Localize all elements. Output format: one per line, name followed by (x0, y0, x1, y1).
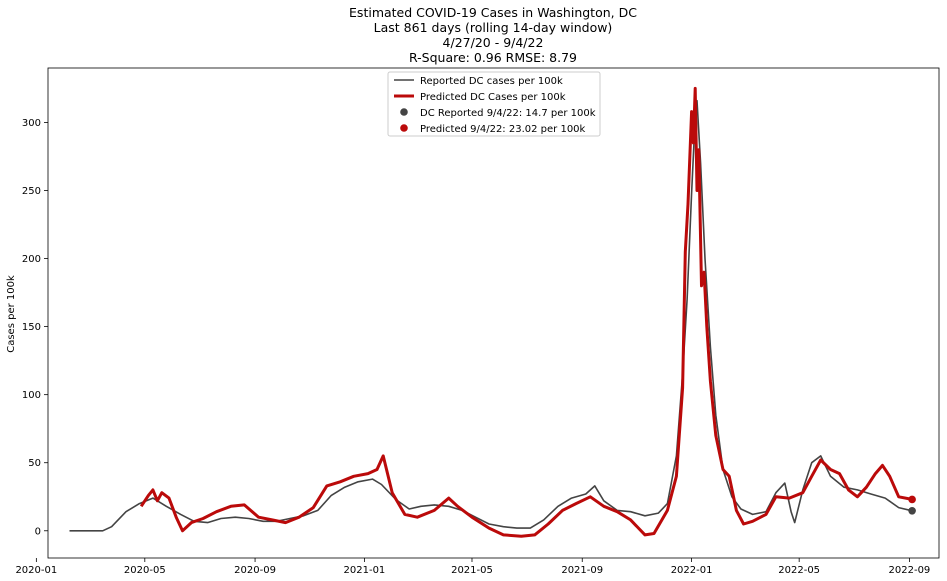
plot-area (69, 86, 916, 538)
x-tick-label: 2020-05 (124, 565, 166, 576)
title-line-1: Estimated COVID-19 Cases in Washington, … (349, 5, 637, 20)
x-tick-label: 2020-01 (15, 565, 57, 576)
x-tick-label: 2020-09 (234, 565, 276, 576)
legend-reported-marker-label: DC Reported 9/4/22: 14.7 per 100k (420, 108, 596, 119)
title-line-2: Last 861 days (rolling 14-day window) (374, 20, 613, 35)
legend-predicted-line-label: Predicted DC Cases per 100k (420, 92, 566, 103)
y-axis: 0 50 100 150 200 250 300 (22, 118, 48, 537)
x-tick-label: 2021-01 (344, 565, 386, 576)
title-line-3: 4/27/20 - 9/4/22 (443, 35, 544, 50)
legend-predicted-marker-swatch (400, 124, 408, 132)
legend-box (387, 71, 601, 137)
reported-end-marker (908, 506, 916, 515)
plot-frame (47, 67, 940, 559)
legend-reported-line-label: Reported DC cases per 100k (420, 76, 563, 87)
chart-title: Estimated COVID-19 Cases in Washington, … (349, 5, 637, 65)
x-axis: 2020-01 2020-05 2020-09 2021-01 2021-05 2021-… (15, 558, 930, 576)
predicted-end-marker (908, 495, 916, 504)
y-tick-label: 50 (28, 458, 41, 469)
legend: Reported DC cases per 100k Predicted DC … (387, 71, 601, 137)
y-tick-label: 200 (22, 254, 41, 265)
x-tick-label: 2022-05 (778, 565, 820, 576)
x-tick-label: 2022-01 (671, 565, 713, 576)
y-tick-label: 150 (22, 322, 41, 333)
x-tick-label: 2021-09 (561, 565, 603, 576)
predicted-cases-line (139, 86, 913, 538)
reported-cases-line (69, 99, 913, 532)
x-tick-label: 2022-09 (889, 565, 931, 576)
y-tick-label: 0 (35, 526, 41, 537)
y-tick-label: 300 (22, 118, 41, 129)
y-axis-label: Cases per 100k (6, 275, 17, 353)
legend-reported-marker-swatch (400, 108, 408, 116)
y-tick-label: 100 (22, 390, 41, 401)
legend-predicted-marker-label: Predicted 9/4/22: 23.02 per 100k (420, 124, 586, 135)
y-tick-label: 250 (22, 186, 41, 197)
title-line-4: R-Square: 0.96 RMSE: 8.79 (409, 50, 577, 65)
x-tick-label: 2021-05 (451, 565, 493, 576)
